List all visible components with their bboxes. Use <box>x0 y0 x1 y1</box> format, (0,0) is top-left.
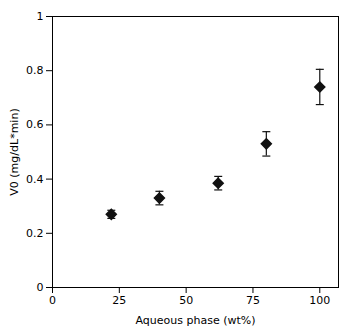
svg-text:0.4: 0.4 <box>26 173 44 186</box>
svg-text:Aqueous phase (wt%): Aqueous phase (wt%) <box>135 314 255 327</box>
svg-text:0.2: 0.2 <box>26 227 44 240</box>
svg-text:75: 75 <box>246 294 260 307</box>
svg-text:1: 1 <box>37 10 44 23</box>
svg-text:0.6: 0.6 <box>26 118 44 131</box>
svg-text:25: 25 <box>112 294 126 307</box>
svg-text:100: 100 <box>309 294 330 307</box>
svg-text:0.8: 0.8 <box>26 64 44 77</box>
svg-text:V0 (mg/dL*min): V0 (mg/dL*min) <box>8 108 21 195</box>
svg-text:0: 0 <box>37 281 44 294</box>
svg-text:0: 0 <box>49 294 56 307</box>
svg-text:50: 50 <box>179 294 193 307</box>
